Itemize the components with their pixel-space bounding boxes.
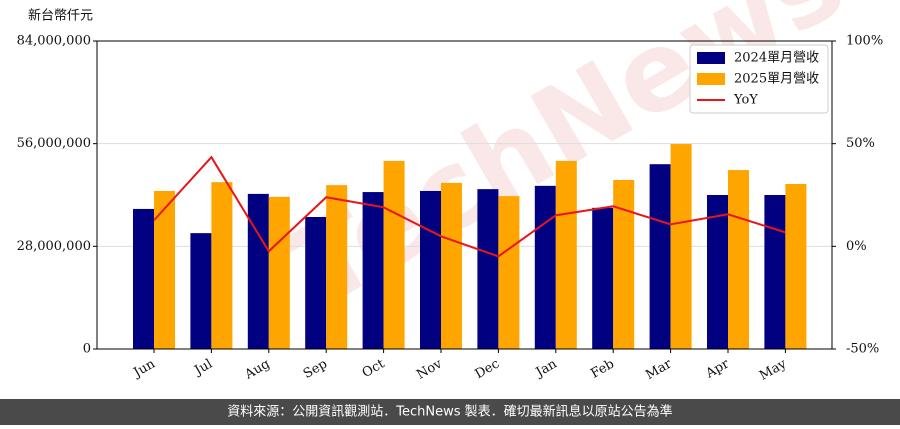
bar — [305, 217, 327, 349]
bar — [441, 182, 462, 349]
x-tick-label: Apr — [703, 356, 733, 382]
y-tick-label: 56,000,000 — [17, 136, 91, 151]
x-tick-label: Jul — [191, 357, 216, 380]
x-tick-label: Dec — [473, 357, 503, 383]
bar — [326, 185, 348, 349]
bar — [420, 190, 441, 349]
legend-swatch — [697, 73, 725, 85]
x-tick-label: Mar — [643, 356, 675, 383]
x-tick-label: Jan — [532, 356, 560, 381]
bar — [534, 185, 556, 349]
bar — [247, 193, 269, 349]
bar — [613, 179, 635, 349]
source-note: 資料來源：公開資訊觀測站．TechNews 製表．確切最新訊息以原站公告為準 — [227, 404, 672, 420]
bar — [649, 164, 671, 349]
bar — [268, 196, 290, 349]
plot-frame — [96, 40, 833, 350]
bar — [362, 192, 384, 349]
bar — [154, 190, 175, 349]
y2-tick-label: 50% — [846, 136, 875, 151]
bar — [190, 233, 212, 349]
bar — [707, 195, 728, 349]
bar — [133, 208, 154, 349]
y-tick-label: 28,000,000 — [17, 239, 91, 254]
bar — [670, 144, 692, 349]
x-tick-label: Oct — [360, 356, 388, 381]
legend-label: YoY — [733, 93, 758, 108]
y2-tick-label: 100% — [846, 34, 883, 49]
legend-label: 2025單月營收 — [734, 72, 819, 87]
x-tick-label: May — [757, 356, 790, 384]
bar — [477, 189, 499, 349]
bar — [498, 196, 520, 349]
footer — [0, 399, 900, 425]
y-axis-label: 新台幣仟元 — [28, 8, 93, 24]
x-tick-label: Sep — [301, 357, 330, 382]
bar — [592, 207, 614, 349]
bar — [728, 170, 749, 349]
x-tick-label: Aug — [242, 357, 273, 384]
x-tick-label: Feb — [588, 357, 617, 382]
bar — [383, 160, 405, 349]
bar — [211, 182, 233, 349]
y2-tick-label: 0% — [846, 239, 867, 254]
yoy-line — [153, 155, 786, 258]
x-tick-label: Nov — [414, 356, 445, 383]
y-tick-label: 84,000,000 — [17, 34, 91, 49]
y2-tick-label: -50% — [846, 342, 879, 357]
bar — [555, 160, 577, 349]
y-tick-label: 0 — [83, 342, 91, 357]
legend-label: 2024單月營收 — [734, 51, 819, 66]
bar — [764, 195, 786, 349]
x-tick-label: Jun — [129, 356, 158, 381]
bar — [785, 184, 807, 349]
legend-swatch — [697, 52, 725, 64]
